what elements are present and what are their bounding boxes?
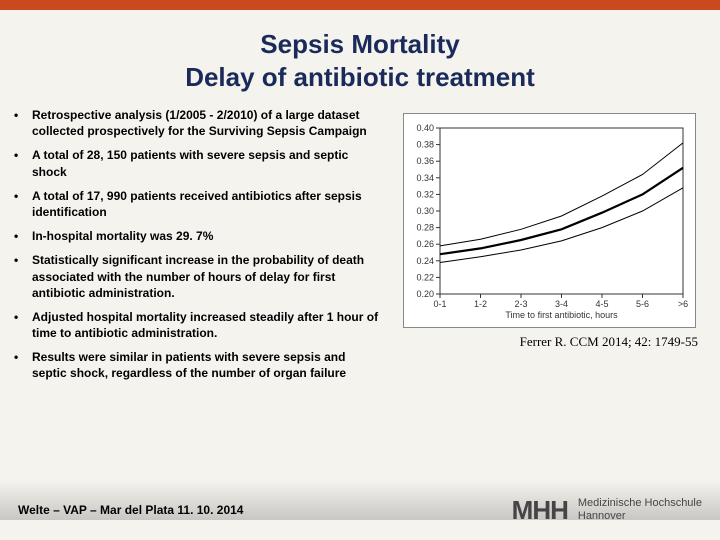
bullet-text: Results were similar in patients with se… xyxy=(32,349,382,381)
svg-text:Time to first antibiotic, hour: Time to first antibiotic, hours xyxy=(505,310,618,320)
svg-text:0-1: 0-1 xyxy=(433,299,446,309)
bullet-text: A total of 17, 990 patients received ant… xyxy=(32,188,382,220)
bullet-dot: • xyxy=(14,228,32,244)
svg-text:0.38: 0.38 xyxy=(416,140,434,150)
bullet-item: •A total of 17, 990 patients received an… xyxy=(14,188,382,220)
svg-text:3-4: 3-4 xyxy=(554,299,567,309)
svg-text:4-5: 4-5 xyxy=(595,299,608,309)
bullet-text: A total of 28, 150 patients with severe … xyxy=(32,147,382,179)
institution-logo: MHH Medizinische Hochschule Hannover xyxy=(512,495,702,526)
bullet-item: •Results were similar in patients with s… xyxy=(14,349,382,381)
svg-text:1-2: 1-2 xyxy=(473,299,486,309)
svg-text:0.20: 0.20 xyxy=(416,289,434,299)
svg-text:0.32: 0.32 xyxy=(416,189,434,199)
accent-topbar xyxy=(0,0,720,10)
bullet-list: •Retrospective analysis (1/2005 - 2/2010… xyxy=(14,107,382,382)
bullet-dot: • xyxy=(14,147,32,179)
logo-line-1: Medizinische Hochschule xyxy=(578,497,702,510)
svg-text:>6: >6 xyxy=(677,299,687,309)
bullet-item: •A total of 28, 150 patients with severe… xyxy=(14,147,382,179)
citation-text: Ferrer R. CCM 2014; 42: 1749-55 xyxy=(520,334,706,350)
svg-text:5-6: 5-6 xyxy=(635,299,648,309)
footer: Welte – VAP – Mar del Plata 11. 10. 2014… xyxy=(0,480,720,540)
bullet-dot: • xyxy=(14,349,32,381)
bullet-item: •In-hospital mortality was 29. 7% xyxy=(14,228,382,244)
svg-text:2-3: 2-3 xyxy=(514,299,527,309)
logo-text: Medizinische Hochschule Hannover xyxy=(578,497,702,522)
bullet-text: In-hospital mortality was 29. 7% xyxy=(32,228,382,244)
svg-text:0.24: 0.24 xyxy=(416,256,434,266)
bullet-dot: • xyxy=(14,252,32,301)
logo-mark: MHH xyxy=(512,495,568,526)
svg-text:0.28: 0.28 xyxy=(416,223,434,233)
chart-column: 0.20 0.22 0.24 0.26 0.28 0.30 0.32 0.34 0.36 0.38… xyxy=(392,107,706,390)
logo-line-2: Hannover xyxy=(578,510,702,523)
svg-text:0.36: 0.36 xyxy=(416,156,434,166)
svg-text:0.40: 0.40 xyxy=(416,123,434,133)
title-block: Sepsis Mortality Delay of antibiotic tre… xyxy=(0,10,720,107)
bullet-text: Adjusted hospital mortality increased st… xyxy=(32,309,382,341)
bullet-dot: • xyxy=(14,188,32,220)
svg-text:0.22: 0.22 xyxy=(416,272,434,282)
title-line-2: Delay of antibiotic treatment xyxy=(0,61,720,94)
bullet-text: Retrospective analysis (1/2005 - 2/2010)… xyxy=(32,107,382,139)
chart-frame: 0.20 0.22 0.24 0.26 0.28 0.30 0.32 0.34 0.36 0.38… xyxy=(403,113,696,328)
bullet-item: •Statistically significant increase in t… xyxy=(14,252,382,301)
bullet-item: •Adjusted hospital mortality increased s… xyxy=(14,309,382,341)
bullet-column: •Retrospective analysis (1/2005 - 2/2010… xyxy=(14,107,382,390)
svg-text:0.30: 0.30 xyxy=(416,206,434,216)
title-line-1: Sepsis Mortality xyxy=(0,28,720,61)
footer-text: Welte – VAP – Mar del Plata 11. 10. 2014 xyxy=(18,503,243,517)
svg-text:0.34: 0.34 xyxy=(416,173,434,183)
mortality-chart: 0.20 0.22 0.24 0.26 0.28 0.30 0.32 0.34 0.36 0.38… xyxy=(406,120,691,320)
main-content: •Retrospective analysis (1/2005 - 2/2010… xyxy=(0,107,720,390)
bullet-dot: • xyxy=(14,107,32,139)
bullet-text: Statistically significant increase in th… xyxy=(32,252,382,301)
bullet-dot: • xyxy=(14,309,32,341)
svg-text:0.26: 0.26 xyxy=(416,239,434,249)
bullet-item: •Retrospective analysis (1/2005 - 2/2010… xyxy=(14,107,382,139)
